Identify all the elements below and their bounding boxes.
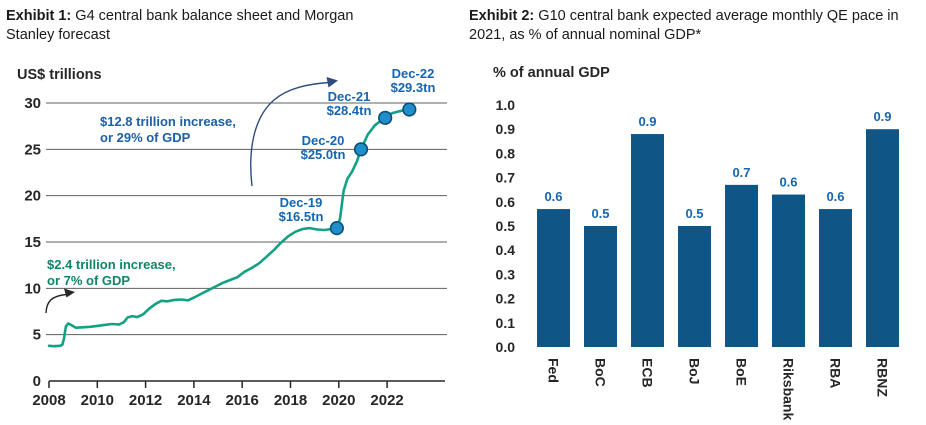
exhibit-2-title-text: G10 central bank expected average monthl… bbox=[469, 8, 899, 43]
x-category-label-boj: BoJ bbox=[687, 358, 703, 384]
x-tick-label-2022: 2022 bbox=[370, 392, 403, 409]
x-category-label-riksbank: Riksbank bbox=[781, 358, 797, 420]
x-category-label-rbnz: RBNZ bbox=[875, 358, 891, 397]
bar-value-label-boc: 0.5 bbox=[591, 206, 609, 221]
annotation-2-4-trillion: $2.4 trillion increase, or 7% of GDP bbox=[47, 257, 176, 288]
y-tick-label-30: 30 bbox=[24, 95, 41, 112]
x-tick-label-2014: 2014 bbox=[177, 392, 211, 409]
bar-riksbank bbox=[772, 194, 805, 347]
bar-value-label-ecb: 0.9 bbox=[638, 114, 656, 129]
x-category-label-fed: Fed bbox=[546, 358, 562, 383]
marker-label-dec-22: Dec-22 $29.3tn bbox=[390, 66, 436, 95]
x-category-label-rba: RBA bbox=[828, 358, 844, 388]
y-tick-label-15: 15 bbox=[24, 234, 41, 251]
bar-boe bbox=[725, 184, 758, 347]
bar-boc bbox=[584, 226, 617, 347]
y-tick-label-0.6: 0.6 bbox=[496, 194, 516, 210]
exhibit-2-panel: Exhibit 2: G10 central bank expected ave… bbox=[463, 0, 926, 425]
bar-fed bbox=[537, 209, 570, 347]
bar-ecb bbox=[631, 134, 664, 347]
x-tick-label-2020: 2020 bbox=[322, 392, 355, 409]
y-tick-label-5: 5 bbox=[33, 327, 41, 344]
increase-arrow-black bbox=[45, 293, 67, 314]
y-tick-label-0.8: 0.8 bbox=[496, 145, 516, 161]
y-tick-label-0.4: 0.4 bbox=[496, 242, 516, 258]
x-tick-label-2010: 2010 bbox=[81, 392, 114, 409]
y-tick-label-1.0: 1.0 bbox=[496, 97, 516, 113]
marker-label-dec-19: Dec-19 $16.5tn bbox=[278, 195, 324, 224]
bar-value-label-boj: 0.5 bbox=[685, 206, 703, 221]
bar-rba bbox=[819, 209, 852, 347]
bar-rbnz bbox=[866, 129, 899, 347]
marker-label-dec-20: Dec-20 $25.0tn bbox=[300, 133, 346, 162]
x-category-label-boc: BoC bbox=[593, 358, 609, 387]
forecast-marker-3 bbox=[402, 102, 417, 117]
x-category-label-ecb: ECB bbox=[640, 358, 656, 388]
exhibit-1-y-axis-unit: US$ trillions bbox=[17, 67, 102, 83]
exhibit-1-panel: Exhibit 1: G4 central bank balance sheet… bbox=[6, 7, 447, 409]
bar-value-label-rba: 0.6 bbox=[826, 189, 844, 204]
y-tick-label-0.7: 0.7 bbox=[496, 170, 516, 186]
y-tick-label-10: 10 bbox=[24, 280, 41, 297]
balance-sheet-line bbox=[47, 108, 411, 348]
exhibit-1-title: Exhibit 1: G4 central bank balance sheet… bbox=[6, 7, 398, 45]
bar-value-label-rbnz: 0.9 bbox=[873, 109, 891, 124]
exhibit-1-title-text: G4 central bank balance sheet and Morgan… bbox=[6, 8, 354, 43]
y-tick-label-0.2: 0.2 bbox=[496, 291, 516, 307]
x-category-label-boe: BoE bbox=[734, 358, 750, 386]
increase-arrow-blue-head bbox=[326, 77, 338, 88]
x-tick-label-2012: 2012 bbox=[129, 392, 162, 409]
x-tick-label-2018: 2018 bbox=[274, 392, 307, 409]
y-tick-label-20: 20 bbox=[24, 188, 41, 205]
x-tick-label-2016: 2016 bbox=[226, 392, 259, 409]
y-tick-label-25: 25 bbox=[24, 141, 41, 158]
y-tick-label-0.9: 0.9 bbox=[496, 121, 516, 137]
exhibit-1-label: Exhibit 1: bbox=[6, 8, 72, 24]
increase-arrow-black-head bbox=[64, 288, 75, 298]
marker-label-dec-21: Dec-21 $28.4tn bbox=[326, 89, 372, 118]
exhibit-2-title: Exhibit 2: G10 central bank expected ave… bbox=[469, 7, 905, 45]
y-tick-label-0: 0 bbox=[33, 373, 41, 390]
forecast-marker-0 bbox=[329, 220, 344, 236]
x-tick-label-2008: 2008 bbox=[32, 392, 65, 409]
forecast-marker-2 bbox=[378, 110, 393, 125]
y-tick-label-0.0: 0.0 bbox=[496, 339, 516, 355]
annotation-12-8-trillion: $12.8 trillion increase, or 29% of GDP bbox=[100, 114, 236, 145]
line-chart-canvas: 0 5 10 15 20 25 30 2008 2010 2012 2014 2016 2018 2020… bbox=[24, 77, 447, 409]
exhibit-2-y-axis-unit: % of annual GDP bbox=[493, 65, 610, 81]
y-tick-label-0.1: 0.1 bbox=[496, 315, 516, 331]
bar-chart-canvas: 0.0 0.1 0.2 0.3 0.4 0.5 0.6 0.7 0.8 0.9 1.0 0.6 Fed 0… bbox=[496, 97, 899, 420]
bar-boj bbox=[678, 226, 711, 347]
bar-value-label-boe: 0.7 bbox=[732, 165, 750, 180]
y-tick-label-0.5: 0.5 bbox=[496, 218, 516, 234]
exhibit-2-label: Exhibit 2: bbox=[469, 8, 535, 24]
y-tick-label-0.3: 0.3 bbox=[496, 266, 516, 282]
bar-value-label-riksbank: 0.6 bbox=[779, 175, 797, 190]
increase-arrow-blue bbox=[250, 81, 330, 187]
bar-value-label-fed: 0.6 bbox=[544, 189, 562, 204]
forecast-marker-1 bbox=[353, 142, 369, 157]
